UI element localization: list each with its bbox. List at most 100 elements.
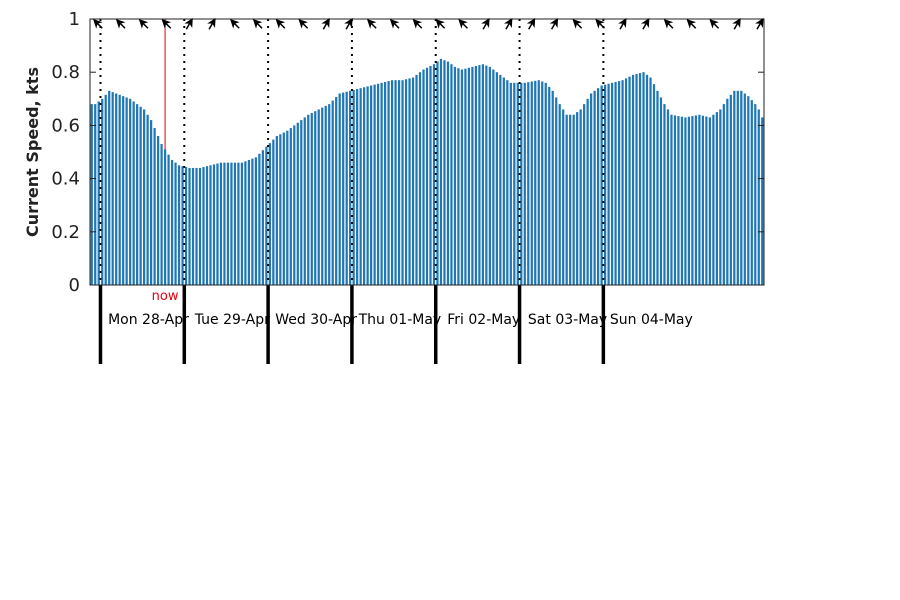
direction-arrow — [344, 17, 353, 30]
bar — [757, 109, 760, 285]
bar — [415, 74, 418, 285]
bar — [502, 77, 505, 286]
bar — [439, 58, 443, 286]
bar — [143, 109, 146, 285]
bar — [621, 80, 624, 286]
bar — [366, 86, 369, 285]
bar — [687, 116, 691, 285]
bar — [474, 65, 478, 286]
direction-arrow — [641, 17, 650, 30]
bar — [701, 115, 705, 286]
bar — [537, 80, 540, 286]
bar — [453, 66, 457, 285]
bar — [617, 81, 621, 285]
bar — [387, 81, 390, 285]
bar — [293, 125, 296, 286]
bar — [209, 165, 212, 285]
bar — [722, 104, 725, 286]
y-tick-label: 0.2 — [51, 222, 80, 243]
bar — [562, 109, 565, 285]
direction-arrows — [93, 17, 764, 30]
bar — [101, 98, 104, 285]
bar — [345, 91, 348, 286]
bar — [624, 78, 628, 285]
direction-arrow — [366, 19, 377, 29]
bar — [680, 116, 684, 285]
bar — [279, 134, 282, 285]
bar — [715, 112, 718, 285]
direction-arrow — [93, 19, 103, 29]
bar — [129, 98, 132, 285]
bar — [359, 88, 362, 285]
direction-arrow — [458, 19, 468, 29]
bar — [628, 76, 631, 285]
bar — [125, 97, 128, 285]
bar — [310, 112, 313, 286]
bar — [111, 92, 114, 286]
bar — [356, 89, 359, 285]
bar — [251, 158, 254, 285]
bar — [652, 84, 656, 285]
bar — [733, 90, 736, 285]
bar — [750, 100, 753, 285]
bar — [719, 109, 722, 285]
bar — [492, 69, 495, 285]
bar — [244, 161, 247, 285]
bar — [163, 149, 167, 285]
bar — [150, 120, 153, 285]
bar — [534, 80, 537, 285]
day-label: Sun 04-May — [610, 312, 693, 328]
bar — [108, 90, 111, 285]
bar — [429, 65, 432, 286]
bar — [170, 159, 174, 285]
direction-arrow — [504, 17, 513, 30]
day-label: Wed 30-Apr — [275, 312, 357, 328]
bar — [418, 72, 422, 285]
bar — [181, 166, 184, 285]
day-label: Sat 03-May — [528, 312, 607, 328]
bar — [146, 114, 149, 285]
day-labels: Mon 28-Apr Tue 29-Apr Wed 30-Apr Thu 01-May… — [108, 312, 693, 328]
bar — [527, 82, 530, 286]
bar — [663, 104, 666, 286]
bar — [167, 154, 170, 285]
bar — [198, 167, 202, 285]
bar — [555, 97, 558, 285]
bar — [258, 153, 261, 285]
bar — [586, 98, 589, 285]
direction-arrow — [389, 19, 400, 29]
bar — [694, 115, 698, 286]
bar — [666, 109, 670, 285]
bar — [174, 162, 177, 285]
bar — [659, 97, 663, 285]
bar — [184, 167, 188, 285]
bar — [261, 150, 264, 285]
bar — [729, 94, 732, 285]
bar — [380, 82, 383, 285]
bar — [349, 90, 352, 285]
day-label: Thu 01-May — [358, 312, 442, 328]
bar — [139, 106, 142, 285]
bar — [450, 64, 453, 285]
y-tick-label: 0 — [69, 275, 80, 296]
y-tick-label: 0.8 — [51, 62, 80, 83]
bar — [485, 65, 488, 285]
bar — [118, 94, 121, 285]
bar — [425, 67, 429, 286]
bar — [670, 114, 673, 285]
bar — [237, 162, 240, 285]
bar — [247, 159, 251, 285]
bar — [530, 81, 533, 285]
bar — [136, 104, 139, 286]
bar — [509, 82, 512, 285]
direction-arrow — [321, 17, 330, 30]
direction-arrow — [184, 17, 193, 30]
bar — [631, 74, 635, 285]
bar — [541, 81, 544, 285]
bar — [565, 114, 568, 285]
plot-frame — [89, 18, 765, 286]
y-tick-label: 0.4 — [51, 169, 80, 190]
bar — [233, 162, 237, 285]
bar — [115, 93, 118, 285]
bar — [698, 114, 701, 285]
